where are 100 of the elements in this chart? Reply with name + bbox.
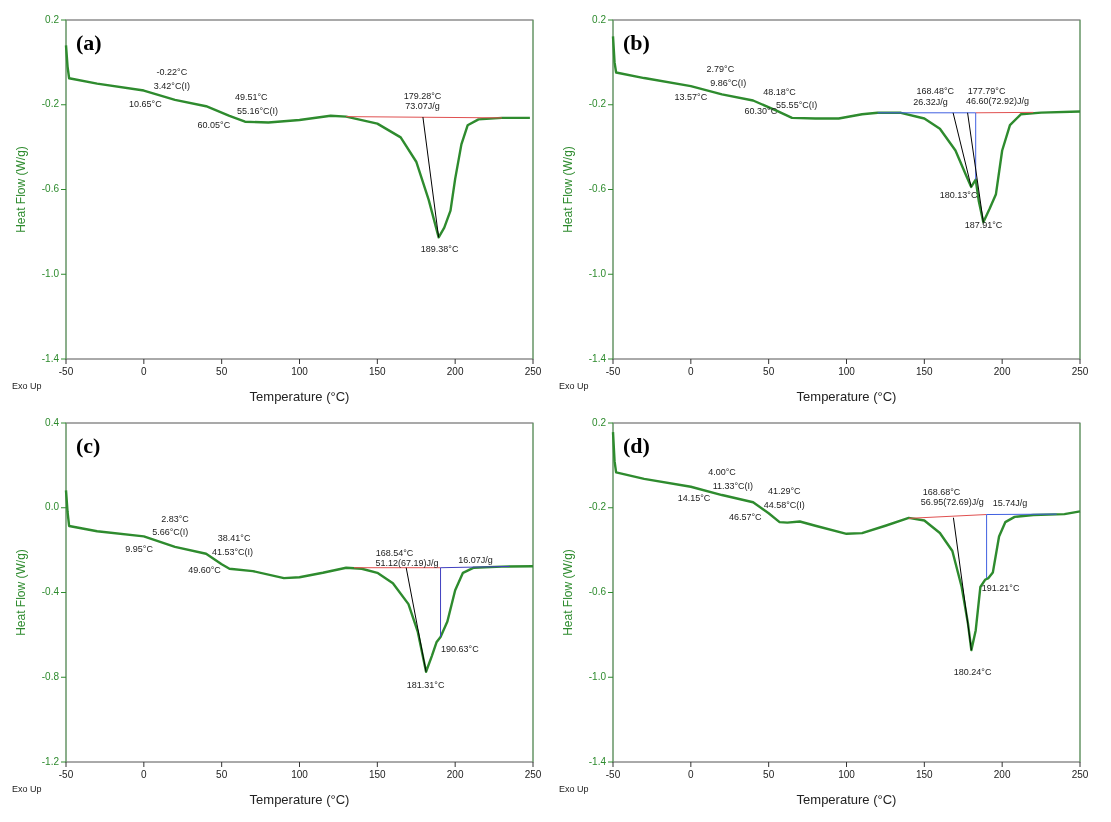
annotation: 5.66°C(I) bbox=[152, 527, 189, 538]
y-axis-title: Heat Flow (W/g) bbox=[14, 549, 29, 636]
x-axis-title: Temperature (°C) bbox=[796, 792, 897, 807]
x-tick-label: 200 bbox=[993, 366, 1011, 377]
annotation: 9.86°C(I) bbox=[710, 77, 747, 88]
annotation: 46.60(72.92)J/g bbox=[965, 95, 1030, 106]
x-tick-label: 150 bbox=[915, 366, 934, 377]
text: (a) bbox=[76, 30, 102, 55]
y-tick-label: 0.0 bbox=[45, 501, 60, 513]
text: (b) bbox=[623, 30, 650, 55]
text: (c) bbox=[76, 433, 101, 458]
y-axis-title: Heat Flow (W/g) bbox=[561, 146, 576, 233]
y-tick-label: -1.2 bbox=[41, 755, 60, 767]
x-axis-title: Temperature (°C) bbox=[249, 792, 350, 807]
x-tick-label: 50 bbox=[216, 769, 228, 780]
annotation: 180.24°C bbox=[953, 666, 992, 677]
annotation: 51.12(67.19)J/g bbox=[375, 557, 439, 568]
annotation: 16.07J/g bbox=[458, 555, 493, 566]
x-tick-label: 250 bbox=[1071, 366, 1089, 377]
x-tick-label: 0 bbox=[141, 769, 148, 780]
x-tick-label: 50 bbox=[763, 366, 775, 377]
text: Exo Up bbox=[559, 381, 589, 391]
x-tick-label: 150 bbox=[915, 769, 934, 780]
annotation: 49.60°C bbox=[188, 565, 222, 576]
annotation: 56.95(72.69)J/g bbox=[920, 496, 984, 507]
x-tick-label: 200 bbox=[446, 769, 464, 780]
annotation: 38.41°C bbox=[217, 533, 251, 544]
annotation: 179.28°C bbox=[403, 91, 442, 102]
annotation: 14.15°C bbox=[677, 492, 711, 503]
x-tick-label: 0 bbox=[688, 366, 695, 377]
text: Exo Up bbox=[559, 784, 589, 794]
annotation: 41.53°C(I) bbox=[212, 547, 254, 558]
annotation: 55.16°C(I) bbox=[236, 105, 279, 116]
annotation: 187.91°C bbox=[964, 219, 1003, 230]
annotation: -0.22°C bbox=[156, 67, 188, 78]
annotation: 2.83°C bbox=[161, 514, 190, 525]
y-tick-label: -0.2 bbox=[41, 98, 60, 110]
x-tick-label: -50 bbox=[58, 769, 74, 780]
x-tick-label: 50 bbox=[763, 769, 775, 780]
y-tick-label: 0.4 bbox=[45, 416, 60, 428]
x-axis-title: Temperature (°C) bbox=[249, 389, 350, 404]
y-tick-label: -1.0 bbox=[588, 670, 607, 682]
y-tick-label: -1.4 bbox=[41, 352, 60, 364]
y-tick-label: -0.4 bbox=[41, 586, 60, 598]
annotation: 11.33°C(I) bbox=[712, 480, 754, 491]
annotation: 3.42°C(I) bbox=[153, 80, 190, 91]
annotation: 26.32J/g bbox=[913, 96, 948, 107]
y-tick-label: -0.8 bbox=[41, 670, 60, 682]
annotation: 48.18°C bbox=[763, 86, 797, 97]
annotation: 60.30°C bbox=[744, 105, 778, 116]
annotation: 73.07J/g bbox=[405, 101, 440, 112]
x-axis-title: Temperature (°C) bbox=[796, 389, 897, 404]
x-tick-label: 100 bbox=[291, 366, 309, 377]
x-tick-label: 0 bbox=[141, 366, 148, 377]
x-tick-label: 250 bbox=[1071, 769, 1089, 780]
x-tick-label: 250 bbox=[524, 769, 542, 780]
annotation: 177.79°C bbox=[967, 85, 1006, 96]
annotation: 168.48°C bbox=[916, 86, 955, 97]
annotation: 168.54°C bbox=[375, 548, 414, 559]
y-tick-label: -0.2 bbox=[588, 501, 607, 513]
annotation: 55.55°C(I) bbox=[776, 99, 818, 110]
y-tick-label: -1.0 bbox=[588, 267, 607, 279]
x-tick-label: 200 bbox=[446, 366, 464, 377]
text: Exo Up bbox=[12, 784, 42, 794]
y-tick-label: 0.2 bbox=[592, 416, 607, 428]
x-tick-label: 100 bbox=[838, 366, 856, 377]
y-axis-title: Heat Flow (W/g) bbox=[561, 549, 576, 636]
y-tick-label: -0.6 bbox=[41, 183, 60, 195]
annotation: 9.95°C bbox=[125, 544, 154, 555]
x-tick-label: 200 bbox=[993, 769, 1011, 780]
text: Exo Up bbox=[12, 381, 42, 391]
annotation: 168.68°C bbox=[922, 487, 961, 498]
y-tick-label: -0.6 bbox=[588, 586, 607, 598]
annotation: 181.31°C bbox=[406, 680, 445, 691]
annotation: 180.13°C bbox=[939, 190, 978, 201]
y-tick-label: 0.2 bbox=[45, 13, 60, 25]
y-tick-label: 0.2 bbox=[592, 13, 607, 25]
x-tick-label: 100 bbox=[838, 769, 856, 780]
annotation: 13.57°C bbox=[674, 91, 708, 102]
annotation: 44.58°C(I) bbox=[763, 499, 805, 510]
y-tick-label: -0.2 bbox=[588, 98, 607, 110]
annotation: 49.51°C bbox=[234, 91, 269, 102]
y-tick-label: -1.4 bbox=[588, 755, 607, 767]
annotation: 60.05°C bbox=[197, 120, 231, 131]
text: (d) bbox=[623, 433, 650, 458]
annotation: 190.63°C bbox=[441, 644, 480, 655]
y-tick-label: -1.0 bbox=[41, 267, 60, 279]
annotation: 189.38°C bbox=[420, 243, 459, 254]
annotation: 15.74J/g bbox=[992, 497, 1028, 508]
y-tick-label: -0.6 bbox=[588, 183, 607, 195]
x-tick-label: -50 bbox=[58, 366, 74, 377]
annotation: 191.21°C bbox=[981, 583, 1020, 594]
x-tick-label: 150 bbox=[368, 366, 387, 377]
annotation: 41.29°C bbox=[767, 486, 802, 497]
x-tick-label: 150 bbox=[368, 769, 387, 780]
x-tick-label: -50 bbox=[605, 366, 621, 377]
y-axis-title: Heat Flow (W/g) bbox=[14, 146, 29, 233]
x-tick-label: -50 bbox=[605, 769, 621, 780]
annotation: 10.65°C bbox=[129, 98, 163, 109]
annotation: 4.00°C bbox=[708, 467, 737, 478]
